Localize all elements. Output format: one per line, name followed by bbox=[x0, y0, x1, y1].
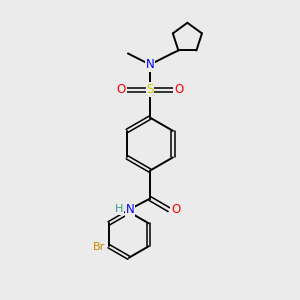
Text: O: O bbox=[117, 83, 126, 96]
Text: O: O bbox=[171, 203, 180, 216]
Text: N: N bbox=[146, 58, 154, 71]
Text: Br: Br bbox=[93, 242, 106, 252]
Text: H: H bbox=[115, 204, 123, 214]
Text: N: N bbox=[126, 203, 135, 216]
Text: O: O bbox=[174, 83, 183, 96]
Text: S: S bbox=[146, 83, 154, 96]
